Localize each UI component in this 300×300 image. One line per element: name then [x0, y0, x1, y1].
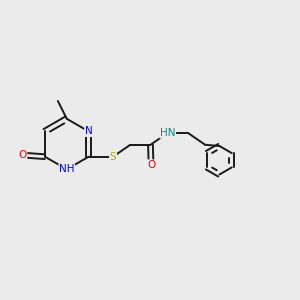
Text: O: O [147, 160, 155, 170]
Text: NH: NH [59, 164, 74, 174]
Text: S: S [110, 152, 116, 162]
Text: O: O [19, 150, 27, 160]
Text: N: N [85, 126, 92, 136]
Text: HN: HN [160, 128, 176, 138]
